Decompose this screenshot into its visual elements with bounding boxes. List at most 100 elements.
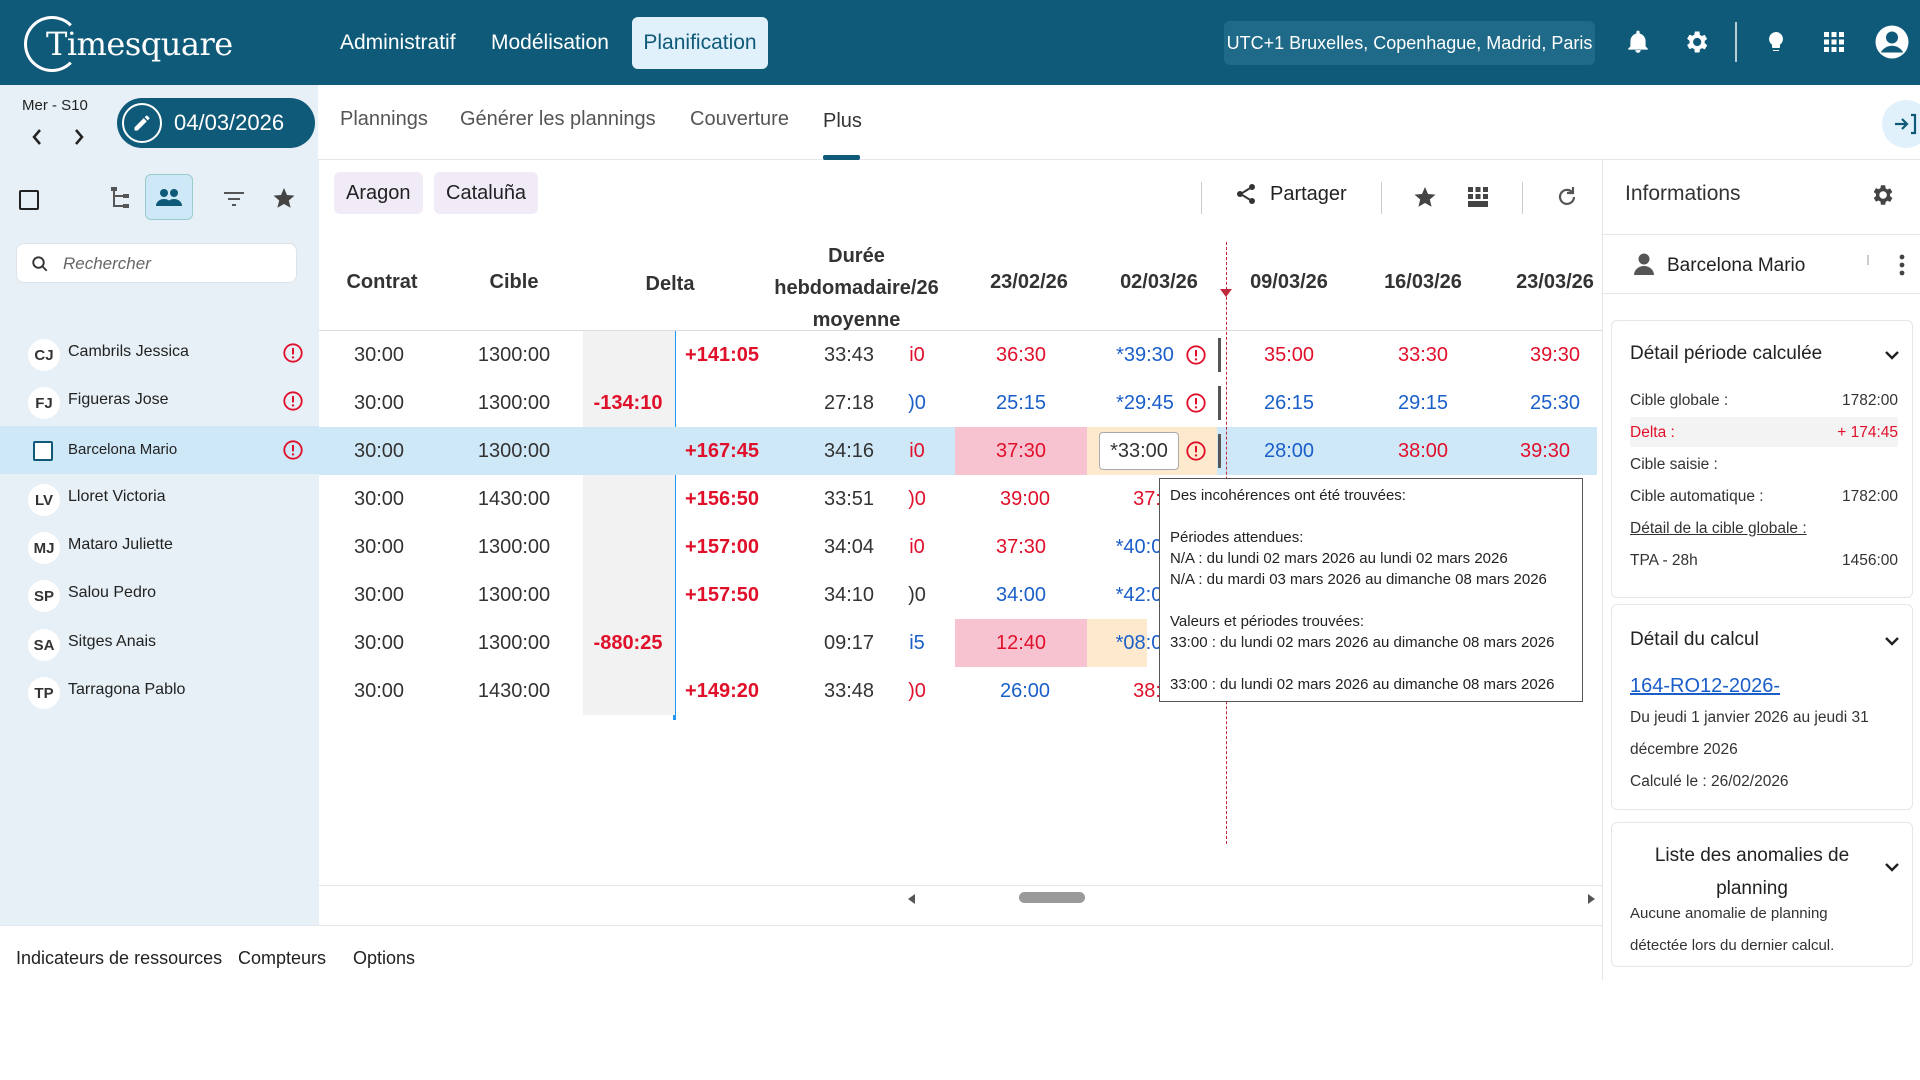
table-row[interactable]: 30:00 1300:00 +157:00 34:04 i0 37:30 *40… xyxy=(319,523,1602,571)
cell-week-2[interactable]: *39:30 xyxy=(1116,344,1174,366)
error-icon[interactable] xyxy=(282,390,304,412)
user-account-icon[interactable] xyxy=(1872,22,1912,62)
people-view-button[interactable] xyxy=(145,174,193,220)
cell-week-2[interactable]: *08:0 xyxy=(1115,632,1163,654)
gear-icon[interactable] xyxy=(1676,22,1716,62)
favorite-star-icon[interactable] xyxy=(1413,185,1437,214)
cell-week-3[interactable]: 26:15 xyxy=(1263,392,1315,414)
next-date-button[interactable] xyxy=(68,125,90,149)
tab-compteurs[interactable]: Compteurs xyxy=(238,948,327,968)
resource-row-salou-pedro[interactable]: SP Salou Pedro xyxy=(0,570,319,618)
cell-week-1[interactable]: 39:00 xyxy=(999,488,1051,510)
columns-icon[interactable] xyxy=(1467,186,1489,213)
col-header-week-3[interactable]: 09/03/26 xyxy=(1250,271,1328,293)
cell-week-1[interactable]: 36:30 xyxy=(995,344,1047,366)
chevron-down-icon[interactable] xyxy=(1882,345,1902,365)
timezone-selector[interactable]: UTC+1 Bruxelles, Copenhague, Madrid, Par… xyxy=(1224,21,1595,65)
resource-row-sitges-anais[interactable]: SA Sitges Anais xyxy=(0,619,319,667)
resource-row-lloret-victoria[interactable]: LV Lloret Victoria xyxy=(0,474,319,522)
cell-week-2[interactable]: *40:0 xyxy=(1115,536,1163,558)
cell-week-2[interactable]: 38: xyxy=(1133,680,1161,702)
tree-view-icon[interactable] xyxy=(108,186,132,212)
resource-row-cambrils-jessica[interactable]: CJ Cambrils Jessica xyxy=(0,329,319,377)
date-picker-button[interactable]: 04/03/2026 xyxy=(117,98,315,148)
table-row[interactable]: 30:00 1300:00 +141:05 33:43 i0 36:30 *39… xyxy=(319,331,1602,379)
cell-week-4[interactable]: 33:30 xyxy=(1397,344,1449,366)
tab-couverture[interactable]: Couverture xyxy=(690,108,789,130)
table-row-selected[interactable]: 30:00 1300:00 +167:45 34:16 i0 37:30 *33… xyxy=(319,427,1597,475)
cell-week-2[interactable]: *42:0 xyxy=(1115,584,1163,606)
search-input[interactable] xyxy=(63,252,283,276)
horizontal-scrollbar[interactable] xyxy=(319,885,1602,925)
chevron-down-icon[interactable] xyxy=(1882,631,1902,651)
error-icon[interactable] xyxy=(1185,392,1207,414)
table-row[interactable]: 30:00 1300:00 -880:25 09:17 i5 12:40 *08… xyxy=(319,619,1602,667)
error-icon[interactable] xyxy=(282,439,304,461)
cell-week-1[interactable]: 37:30 xyxy=(955,427,1087,475)
cell-week-4[interactable]: 38:00 xyxy=(1397,440,1449,462)
app-logo[interactable]: Timesquare xyxy=(24,16,233,72)
table-row[interactable]: 30:00 1300:00 -134:10 27:18 )0 25:15 *29… xyxy=(319,379,1602,427)
col-header-duree[interactable]: Durée hebdomadaire/26 moyenne xyxy=(774,245,939,331)
refresh-icon[interactable] xyxy=(1555,185,1579,214)
table-row[interactable]: 30:00 1430:00 +149:20 33:48 )0 26:00 38: xyxy=(319,667,1602,715)
col-header-week-4[interactable]: 16/03/26 xyxy=(1384,271,1462,293)
select-all-checkbox[interactable] xyxy=(19,190,39,210)
apps-grid-icon[interactable] xyxy=(1814,22,1854,62)
error-icon[interactable] xyxy=(282,342,304,364)
bell-icon[interactable] xyxy=(1618,22,1658,62)
star-icon[interactable] xyxy=(272,186,296,210)
cell-week-1[interactable]: 26:00 xyxy=(999,680,1051,702)
row-checkbox[interactable] xyxy=(33,441,53,461)
error-icon[interactable] xyxy=(1185,440,1207,462)
filter-icon[interactable] xyxy=(222,188,246,210)
chip-aragon[interactable]: Aragon xyxy=(334,172,423,214)
chip-cataluna[interactable]: Cataluña xyxy=(434,172,539,214)
cell-week-5[interactable]: 39:30 xyxy=(1519,440,1571,462)
cell-week-1[interactable]: 25:15 xyxy=(995,392,1047,414)
prev-date-button[interactable] xyxy=(26,125,48,149)
table-row[interactable]: 30:00 1430:00 +156:50 33:51 )0 39:00 37: xyxy=(319,475,1602,523)
tab-indicateurs-ressources[interactable]: Indicateurs de ressources xyxy=(16,948,223,968)
cell-week-2-editor[interactable]: *33:00 xyxy=(1099,432,1179,470)
scroll-thumb[interactable] xyxy=(1019,892,1085,903)
nav-modelisation[interactable]: Modélisation xyxy=(491,31,609,54)
lightbulb-icon[interactable] xyxy=(1756,22,1796,62)
col-header-delta[interactable]: Delta xyxy=(645,273,695,295)
col-header-week-2[interactable]: 02/03/26 xyxy=(1120,271,1198,293)
resource-row-tarragona-pablo[interactable]: TP Tarragona Pablo xyxy=(0,667,319,715)
scroll-left-icon[interactable] xyxy=(906,892,916,910)
collapse-panel-button[interactable] xyxy=(1882,100,1920,148)
cell-week-2[interactable]: *29:45 xyxy=(1116,392,1174,414)
resource-row-barcelona-mario[interactable]: Barcelona Mario xyxy=(0,426,319,474)
tab-plannings[interactable]: Plannings xyxy=(340,108,428,130)
error-icon[interactable] xyxy=(1185,344,1207,366)
detail-cible-link[interactable]: Détail de la cible globale : xyxy=(1630,520,1807,537)
col-header-week-5[interactable]: 23/03/26 xyxy=(1516,271,1594,293)
col-header-week-1[interactable]: 23/02/26 xyxy=(990,271,1068,293)
calcul-link[interactable]: 164-RO12-2026- xyxy=(1630,675,1781,697)
cell-week-4[interactable]: 29:15 xyxy=(1397,392,1449,414)
tab-plus[interactable]: Plus xyxy=(823,110,862,132)
chevron-down-icon[interactable] xyxy=(1882,857,1902,877)
col-header-contrat[interactable]: Contrat xyxy=(346,271,418,293)
tab-options[interactable]: Options xyxy=(353,948,416,968)
scroll-right-icon[interactable] xyxy=(1587,892,1597,910)
share-button[interactable]: Partager xyxy=(1234,176,1347,212)
panel-gear-icon[interactable] xyxy=(1869,182,1895,208)
tab-generer-plannings[interactable]: Générer les plannings xyxy=(460,108,656,130)
cell-week-5[interactable]: 25:30 xyxy=(1529,392,1581,414)
resource-row-mataro-juliette[interactable]: MJ Mataro Juliette xyxy=(0,522,319,570)
cell-week-3[interactable]: 28:00 xyxy=(1263,440,1315,462)
nav-planification[interactable]: Planification xyxy=(632,17,768,69)
cell-week-1[interactable]: 37:30 xyxy=(995,536,1047,558)
cell-week-1[interactable]: 34:00 xyxy=(995,584,1047,606)
cell-week-3[interactable]: 35:00 xyxy=(1263,344,1315,366)
col-header-cible[interactable]: Cible xyxy=(489,271,539,293)
cell-week-1[interactable]: 12:40 xyxy=(955,619,1087,667)
nav-administratif[interactable]: Administratif xyxy=(340,31,456,54)
cell-week-5[interactable]: 39:30 xyxy=(1529,344,1581,366)
table-row[interactable]: 30:00 1300:00 +157:50 34:10 )0 34:00 *42… xyxy=(319,571,1602,619)
resource-row-figueras-jose[interactable]: FJ Figueras Jose xyxy=(0,377,319,425)
cell-week-2[interactable]: 37: xyxy=(1133,488,1161,510)
